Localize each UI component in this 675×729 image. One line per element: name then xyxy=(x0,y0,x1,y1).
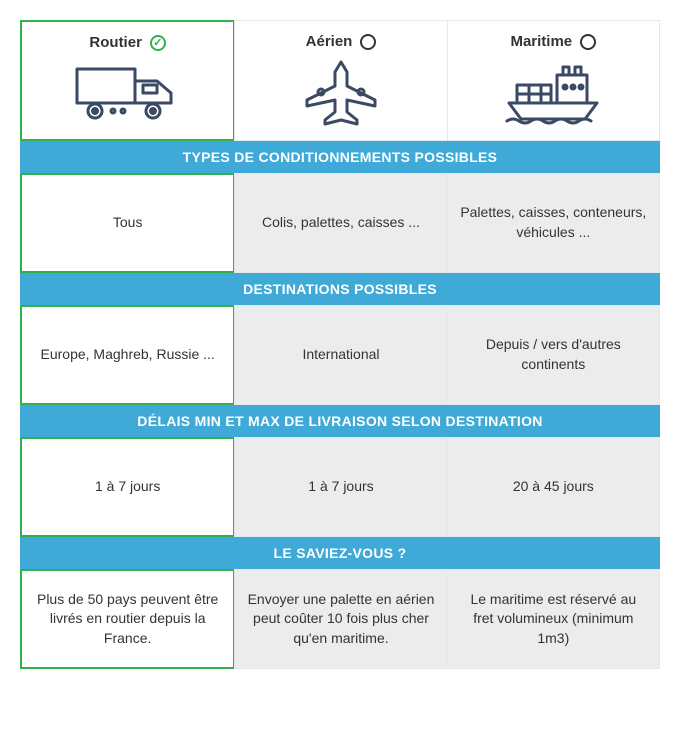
ship-icon xyxy=(503,58,603,128)
section-header-2: DÉLAIS MIN ET MAX DE LIVRAISON SELON DES… xyxy=(20,405,660,437)
cell-2-road: 1 à 7 jours xyxy=(20,437,235,537)
cell-2-sea: 20 à 45 jours xyxy=(447,437,660,537)
radio-unchecked-icon xyxy=(360,34,376,50)
section-header-3: LE SAVIEZ-VOUS ? xyxy=(20,537,660,569)
cell-2-air: 1 à 7 jours xyxy=(234,437,447,537)
cell-0-sea: Palettes, caisses, conteneurs, véhicules… xyxy=(447,173,660,273)
mode-label-road: Routier xyxy=(89,34,142,51)
mode-label-air: Aérien xyxy=(306,33,353,50)
mode-label-sea: Maritime xyxy=(510,33,572,50)
section-row-2: 1 à 7 jours 1 à 7 jours 20 à 45 jours xyxy=(20,437,660,537)
mode-option-road[interactable]: Routier xyxy=(20,20,235,141)
cell-1-air: International xyxy=(234,305,447,405)
radio-checked-icon xyxy=(150,35,166,51)
mode-option-sea[interactable]: Maritime xyxy=(447,20,660,141)
section-header-1: DESTINATIONS POSSIBLES xyxy=(20,273,660,305)
cell-0-road: Tous xyxy=(20,173,235,273)
plane-icon xyxy=(301,58,381,128)
cell-1-road: Europe, Maghreb, Russie ... xyxy=(20,305,235,405)
mode-header-row: Routier xyxy=(20,20,660,141)
cell-0-air: Colis, palettes, caisses ... xyxy=(234,173,447,273)
cell-1-sea: Depuis / vers d'autres continents xyxy=(447,305,660,405)
section-row-1: Europe, Maghreb, Russie ... Internationa… xyxy=(20,305,660,405)
section-header-0: TYPES DE CONDITIONNEMENTS POSSIBLES xyxy=(20,141,660,173)
section-row-0: Tous Colis, palettes, caisses ... Palett… xyxy=(20,173,660,273)
mode-option-air[interactable]: Aérien xyxy=(234,20,447,141)
cell-3-road: Plus de 50 pays peuvent être livrés en r… xyxy=(20,569,235,669)
cell-3-air: Envoyer une palette en aérien peut coûte… xyxy=(234,569,447,669)
radio-unchecked-icon xyxy=(580,34,596,50)
section-row-3: Plus de 50 pays peuvent être livrés en r… xyxy=(20,569,660,669)
truck-icon xyxy=(73,59,183,129)
comparison-table: Routier xyxy=(20,20,660,669)
cell-3-sea: Le maritime est réservé au fret volumine… xyxy=(447,569,660,669)
